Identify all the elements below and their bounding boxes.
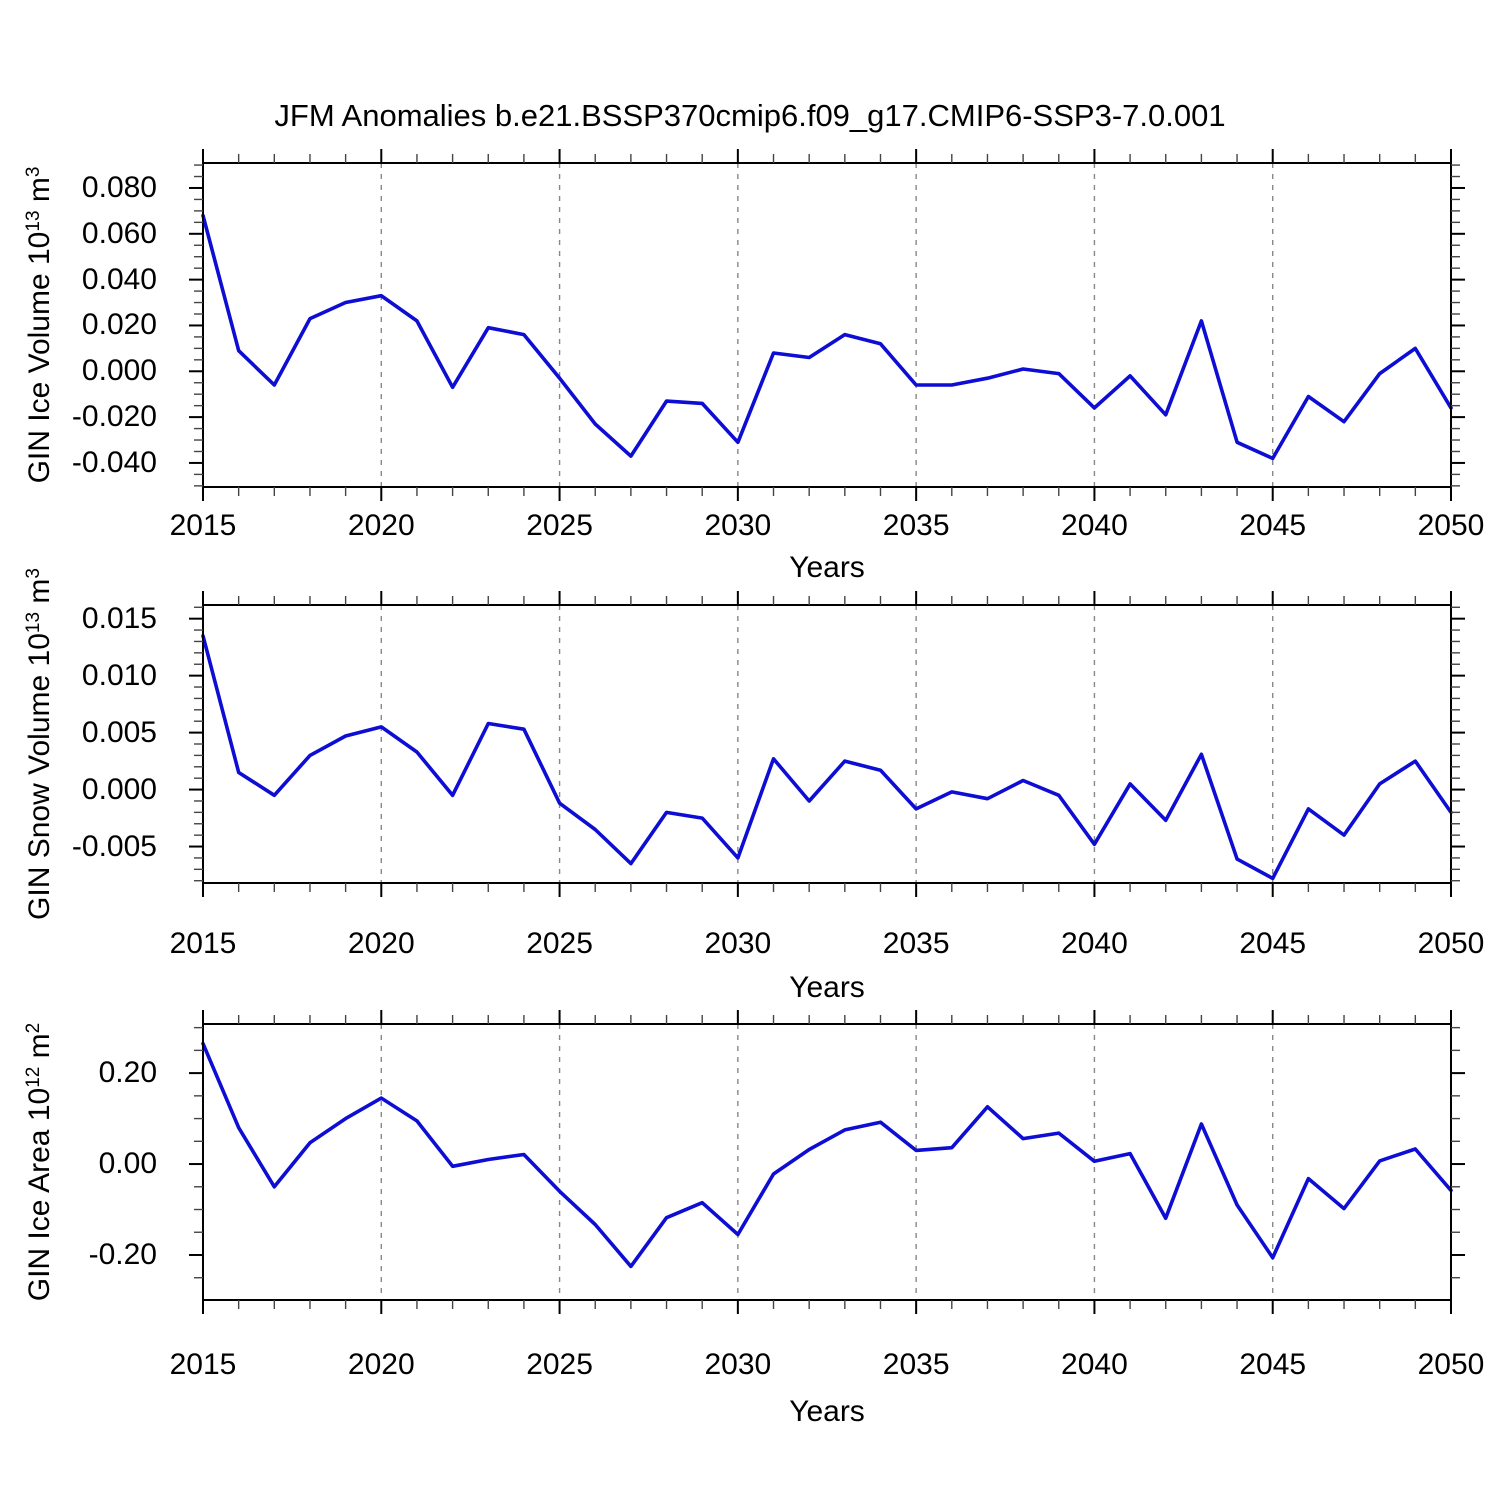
plot-frame-gin-snow-volume [202, 604, 1452, 884]
axis-ticks-gin-snow-volume [189, 591, 1465, 897]
data-line-gin-snow-volume [201, 633, 1453, 881]
panel-gin-ice-volume [189, 149, 1465, 501]
axis-ticks-gin-ice-area [189, 1010, 1465, 1314]
gridlines-gin-snow-volume [380, 605, 1274, 883]
axis-ticks-gin-ice-volume [189, 149, 1465, 501]
plot-frame-gin-ice-volume [202, 162, 1452, 488]
plot-frame-gin-ice-area [202, 1023, 1452, 1301]
panel-gin-snow-volume [189, 591, 1465, 897]
gridlines-gin-ice-area [380, 1024, 1274, 1300]
data-line-gin-ice-volume [201, 213, 1453, 461]
data-line-gin-ice-area [201, 1041, 1453, 1269]
panel-gin-ice-area [189, 1010, 1465, 1314]
chart-title: JFM Anomalies b.e21.BSSP370cmip6.f09_g17… [274, 98, 1226, 133]
gridlines-gin-ice-volume [380, 163, 1274, 487]
